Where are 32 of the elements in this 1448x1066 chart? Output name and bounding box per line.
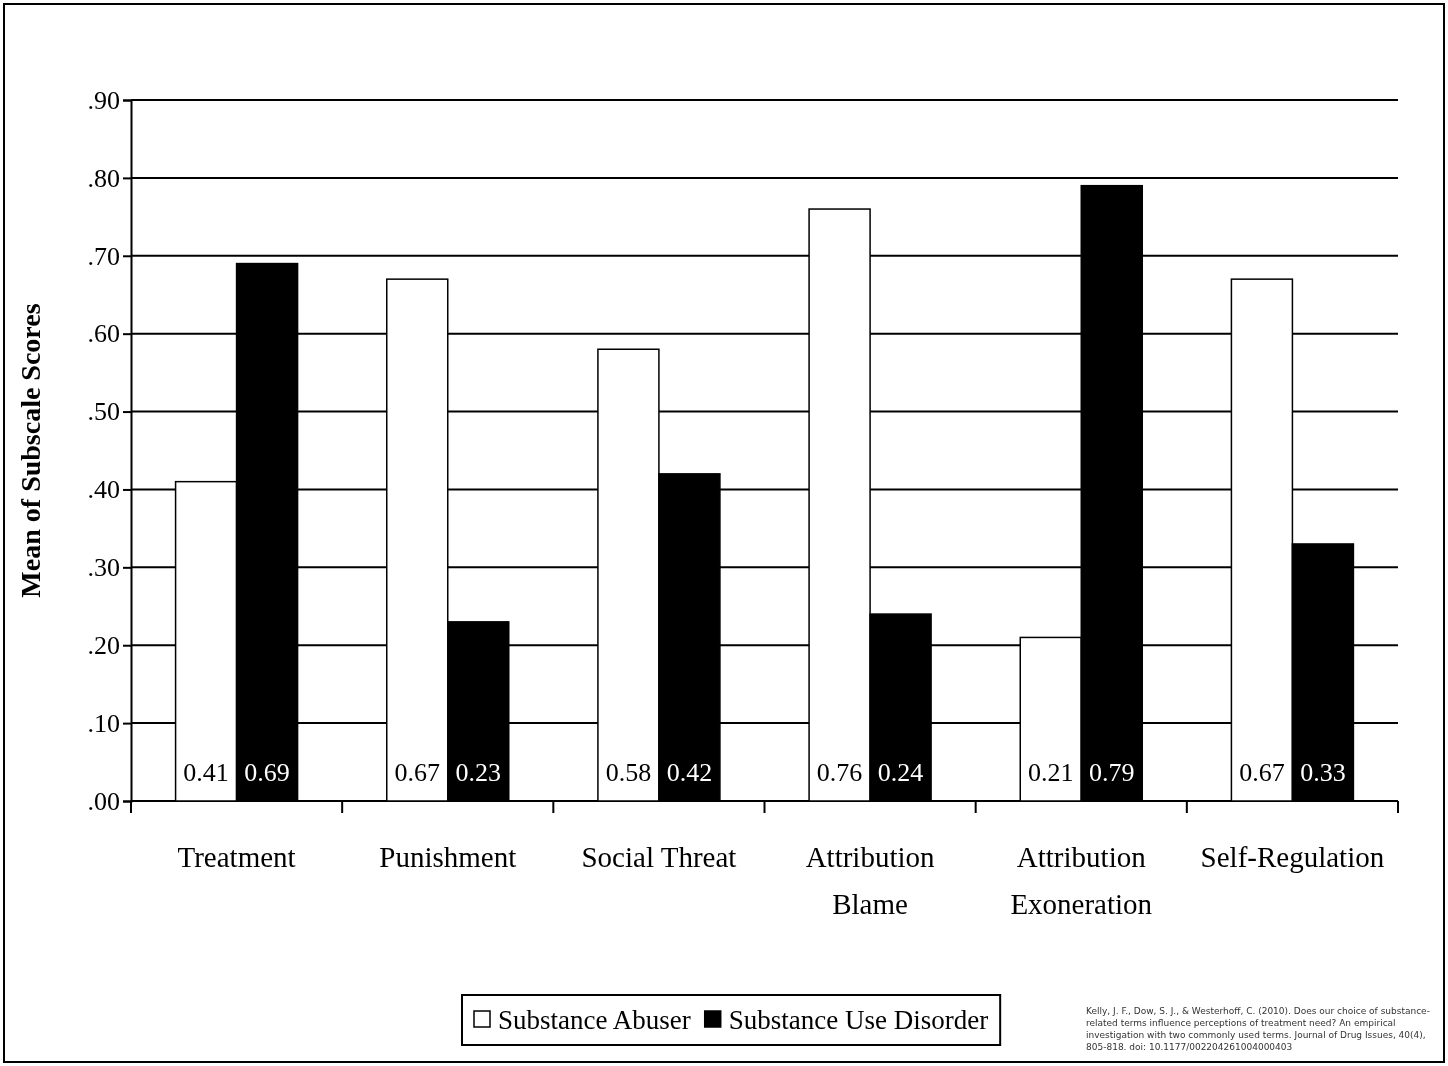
y-tick-label: .70 bbox=[87, 241, 120, 271]
legend-label: Substance Abuser bbox=[498, 1005, 691, 1035]
legend-label: Substance Use Disorder bbox=[728, 1005, 989, 1035]
y-tick-label: .60 bbox=[87, 319, 120, 349]
data-label: 0.67 bbox=[394, 758, 440, 787]
y-tick-label: .30 bbox=[87, 553, 120, 583]
x-tick-label: Punishment bbox=[379, 841, 517, 873]
data-label: 0.69 bbox=[244, 758, 290, 787]
x-tick-label: Social Threat bbox=[581, 841, 737, 873]
x-tick-label: Self-Regulation bbox=[1200, 841, 1385, 873]
data-label: 0.42 bbox=[666, 758, 713, 787]
data-label: 0.21 bbox=[1028, 758, 1074, 787]
y-tick-label: .80 bbox=[87, 163, 120, 193]
y-tick-label: .50 bbox=[87, 397, 120, 427]
y-tick-label: .40 bbox=[87, 475, 120, 505]
text: Kelly, J. F., Dow, S. J., & Westerhoff, C. (2010). Does our choice of substance-related terms influence perceptions of treatment need? An empirical investigation with two commonly used terms. Journal of Drug Issues, 40(4), 805-818. doi: 10.1177/002204261004000403 bbox=[1086, 1005, 1431, 1053]
y-axis-title: Mean of Subscale Scores bbox=[15, 303, 46, 598]
x-tick-label: Attribution Blame bbox=[805, 841, 936, 920]
data-label: 0.79 bbox=[1089, 758, 1135, 787]
data-label: 0.41 bbox=[183, 758, 229, 787]
y-tick-label: .00 bbox=[87, 786, 120, 816]
x-tick-label: Attribution Exoneration bbox=[1010, 841, 1153, 920]
data-label: 0.58 bbox=[605, 758, 652, 787]
data-label: 0.76 bbox=[816, 758, 863, 787]
data-label: 0.23 bbox=[455, 758, 501, 787]
data-label: 0.67 bbox=[1239, 758, 1285, 787]
y-tick-label: .90 bbox=[87, 85, 120, 115]
x-tick-label: Treatment bbox=[177, 841, 296, 873]
data-label: 0.24 bbox=[877, 758, 924, 787]
y-tick-label: .20 bbox=[87, 631, 120, 661]
y-tick-label: .10 bbox=[87, 708, 120, 738]
data-label: 0.33 bbox=[1300, 758, 1346, 787]
